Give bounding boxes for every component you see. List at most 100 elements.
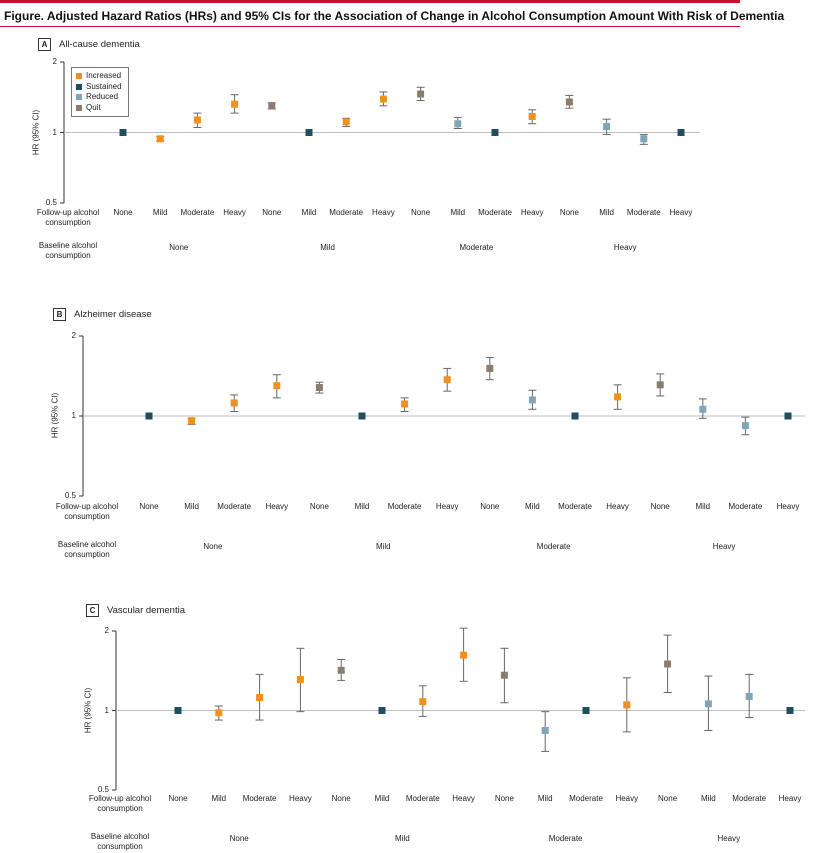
legend-swatch [76,73,82,80]
panel-letter: C [86,604,99,617]
hr-point-sustained [305,129,313,136]
followup-label: Moderate [569,794,603,803]
hr-point-quit [417,90,425,98]
followup-label: Moderate [217,502,252,511]
hr-point-sustained [677,129,685,136]
hr-point-reduced [699,405,707,413]
followup-label: Mild [450,208,466,217]
hr-point-sustained [119,129,127,136]
hr-point-reduced [603,123,611,131]
followup-label: None [113,208,133,217]
panel-a: A All-cause dementia 0.5 1 2 HR (95% CI) None M… [0,36,814,286]
panel-letter: A [38,38,51,51]
hr-point-increased [460,651,468,659]
hr-point-increased [296,676,304,684]
hr-point-reduced [640,135,648,143]
hr-point-increased [156,135,164,143]
followup-label: None [139,502,159,511]
legend-label: Reduced [86,92,119,101]
y-tick-label: 1 [71,411,76,420]
followup-label: None [309,502,329,511]
followup-label: Mild [525,502,540,511]
hr-point-increased [528,113,536,121]
y-axis-label: HR (95% CI) [50,392,60,439]
baseline-group-label: Moderate [459,243,494,252]
followup-label: None [331,794,351,803]
followup-label: Moderate [732,794,767,803]
legend-item: Sustained [76,82,122,93]
baseline-group-label: Heavy [717,834,741,843]
hr-point-increased [379,95,387,103]
hr-point-increased [273,382,281,390]
hr-point-reduced [528,396,536,404]
y-tick-label: 2 [71,331,76,340]
baseline-row-label: Baseline alcohol consumption [90,832,150,851]
followup-label: Mild [701,794,716,803]
followup-label: None [559,208,579,217]
followup-row-label: Follow-up alcohol consumption [36,208,100,227]
hr-point-sustained [358,412,366,420]
panel-title: All-cause dementia [59,39,140,50]
y-tick-label: 0.5 [97,785,109,794]
followup-label: Mild [211,794,227,803]
hr-point-sustained [582,707,590,714]
followup-label: Heavy [615,794,639,803]
hr-point-quit [500,671,508,679]
followup-label: Mild [354,502,370,511]
hr-point-increased [401,400,409,408]
hr-point-quit [315,384,323,392]
baseline-group-label: Moderate [548,834,583,843]
baseline-group-label: Heavy [613,243,637,252]
hr-point-increased [623,701,631,709]
baseline-group-label: Mild [395,834,410,843]
followup-label: Heavy [435,502,459,511]
legend-item: Increased [76,71,122,82]
hr-point-increased [419,698,427,706]
followup-label: Heavy [265,502,289,511]
hr-point-reduced [454,120,462,128]
title-rule [0,26,740,27]
panel-b: B Alzheimer disease 0.5 1 2 HR (95% CI) None Mi… [0,306,814,559]
followup-label: Mild [599,208,614,217]
baseline-group-label: None [169,243,189,252]
baseline-group-label: None [229,834,249,843]
followup-label: Heavy [520,208,544,217]
y-tick-label: 0.5 [64,491,76,500]
followup-label: Moderate [728,502,763,511]
hr-point-sustained [174,707,182,714]
followup-label: Heavy [452,794,475,803]
legend: Increased Sustained Reduced Quit [71,67,129,117]
followup-label: Moderate [180,208,215,217]
y-tick-label: 2 [52,57,57,66]
followup-label: Mild [537,794,553,803]
followup-label: Heavy [778,794,802,803]
followup-label: Mild [184,502,199,511]
hr-point-sustained [784,412,792,420]
baseline-row-label: Baseline alcohol consumption [38,241,98,260]
baseline-group-label: Heavy [712,542,736,551]
panel-title: Vascular dementia [107,605,185,616]
hr-point-increased [188,417,196,425]
hr-point-sustained [378,707,386,714]
hr-point-sustained [145,412,153,420]
hr-point-increased [193,116,201,124]
hr-point-reduced [541,726,549,734]
baseline-group-label: Mild [320,243,335,252]
followup-label: Moderate [329,208,364,217]
forest-plot [112,627,805,791]
hr-point-increased [230,399,238,407]
followup-label: Moderate [478,208,512,217]
baseline-group-label: None [203,542,223,551]
followup-label: None [658,794,678,803]
forest-plot [60,61,700,204]
followup-label: Moderate [558,502,592,511]
followup-label: Heavy [289,794,312,803]
followup-label: Mild [152,208,168,217]
hr-point-increased [443,376,451,384]
followup-label: None [494,794,514,803]
panel-letter: B [53,308,66,321]
followup-label: None [262,208,282,217]
hr-point-sustained [571,412,579,420]
panel-c: C Vascular dementia 0.5 1 2 HR (95% CI) None Mi… [0,602,814,852]
followup-label: None [480,502,500,511]
